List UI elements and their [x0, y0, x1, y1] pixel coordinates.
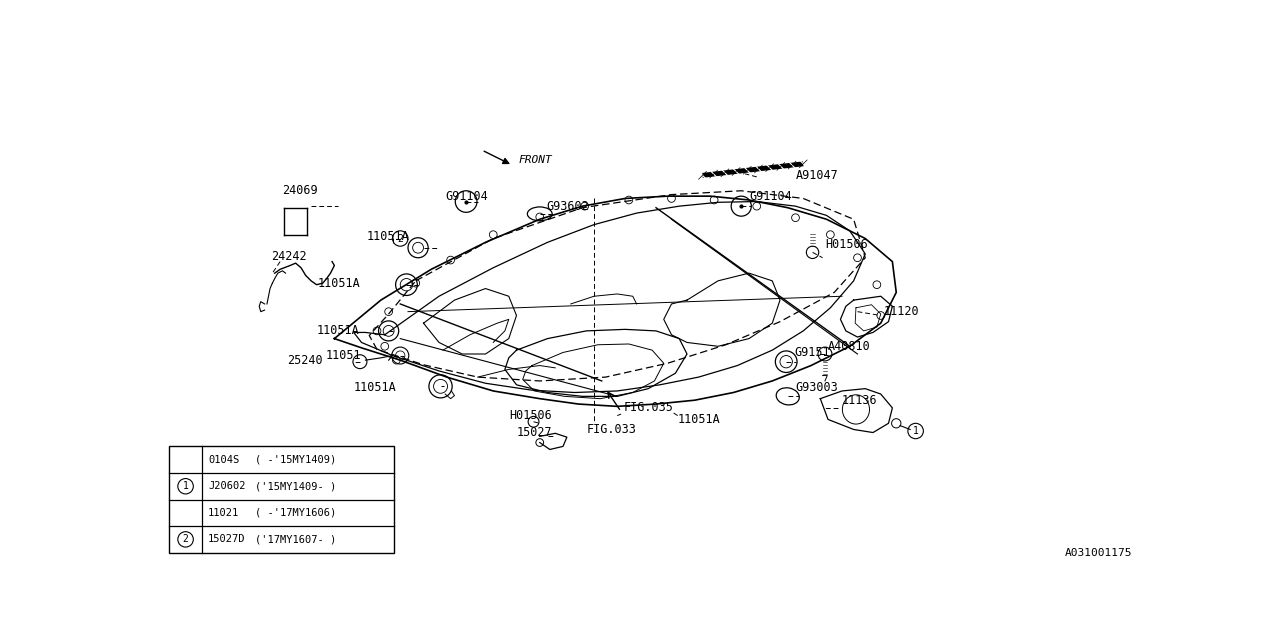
Text: 11021: 11021 [209, 508, 239, 518]
Bar [169, 447, 394, 553]
Text: FIG.035: FIG.035 [623, 401, 673, 415]
Text: 1: 1 [913, 426, 919, 436]
Text: G91104: G91104 [445, 189, 488, 203]
Text: FIG.033: FIG.033 [586, 423, 636, 436]
Text: 11051A: 11051A [316, 324, 360, 337]
Text: 11051A: 11051A [353, 381, 397, 394]
Text: G93003: G93003 [795, 381, 838, 394]
Text: ('17MY1607- ): ('17MY1607- ) [255, 534, 335, 545]
Text: ( -'17MY1606): ( -'17MY1606) [255, 508, 335, 518]
Text: 11051A: 11051A [367, 230, 410, 243]
Text: A031001175: A031001175 [1065, 548, 1133, 557]
Text: 0104S: 0104S [209, 454, 239, 465]
Text: 24069: 24069 [283, 184, 317, 197]
Text: A91047: A91047 [795, 169, 838, 182]
Text: H01506: H01506 [824, 238, 868, 251]
Text: 15027D: 15027D [209, 534, 246, 545]
Text: G91104: G91104 [749, 189, 792, 203]
Text: ( -'15MY1409): ( -'15MY1409) [255, 454, 335, 465]
Text: J20602: J20602 [209, 481, 246, 492]
Text: 2: 2 [183, 534, 188, 545]
Text: 11120: 11120 [884, 305, 919, 318]
Text: 2: 2 [397, 234, 403, 243]
Text: 11051A: 11051A [317, 276, 360, 290]
Text: ('15MY1409- ): ('15MY1409- ) [255, 481, 335, 492]
Text: FRONT: FRONT [518, 155, 552, 165]
Text: 1: 1 [183, 481, 188, 492]
Text: 15027: 15027 [517, 426, 552, 439]
Text: 11051A: 11051A [677, 413, 721, 426]
Text: 11136: 11136 [842, 394, 878, 406]
Text: 24242: 24242 [271, 250, 306, 262]
Text: G93602: G93602 [547, 200, 589, 212]
Text: H01506: H01506 [508, 409, 552, 422]
Text: A40810: A40810 [828, 340, 870, 353]
Text: 25240: 25240 [287, 354, 323, 367]
Text: 11051: 11051 [326, 349, 361, 362]
Text: G9151: G9151 [794, 346, 829, 359]
